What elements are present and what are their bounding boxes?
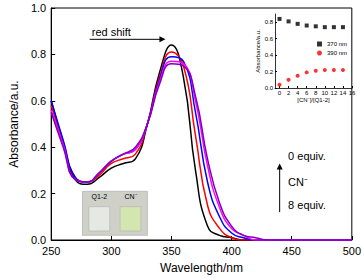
svg-text:0.8: 0.8: [265, 19, 274, 25]
svg-text:450: 450: [283, 245, 301, 257]
svg-text:Q1-2: Q1-2: [92, 193, 108, 201]
svg-text:0: 0: [278, 90, 282, 96]
svg-text:red shift: red shift: [92, 26, 131, 38]
svg-text:0.2: 0.2: [31, 188, 46, 200]
svg-text:2: 2: [287, 90, 291, 96]
svg-text:CN⁻: CN⁻: [288, 176, 308, 188]
svg-text:0.6: 0.6: [31, 95, 46, 107]
svg-text:300: 300: [102, 245, 120, 257]
svg-text:0.2: 0.2: [265, 69, 274, 75]
svg-text:CN⁻: CN⁻: [124, 193, 137, 200]
svg-text:Absorbance/a.u.: Absorbance/a.u.: [7, 80, 21, 167]
svg-text:12: 12: [331, 90, 338, 96]
svg-text:250: 250: [42, 245, 60, 257]
svg-text:16: 16: [349, 90, 356, 96]
svg-text:10: 10: [321, 90, 328, 96]
svg-text:0 equiv.: 0 equiv.: [288, 150, 326, 162]
svg-text:14: 14: [340, 90, 347, 96]
svg-text:390 nm: 390 nm: [327, 50, 347, 56]
svg-text:6: 6: [305, 90, 309, 96]
svg-text:500: 500: [343, 245, 361, 257]
svg-text:350: 350: [162, 245, 180, 257]
svg-text:Absorbance/a.u.: Absorbance/a.u.: [255, 29, 261, 73]
svg-text:0.0: 0.0: [265, 85, 274, 91]
svg-text:8 equiv.: 8 equiv.: [288, 199, 326, 211]
svg-text:0.8: 0.8: [31, 48, 46, 60]
svg-text:400: 400: [222, 245, 240, 257]
svg-text:0.6: 0.6: [265, 36, 274, 42]
svg-text:0.4: 0.4: [265, 52, 274, 58]
svg-text:4: 4: [296, 90, 300, 96]
svg-text:0.4: 0.4: [31, 141, 46, 153]
svg-text:370 nm: 370 nm: [327, 41, 347, 47]
svg-text:8: 8: [314, 90, 318, 96]
svg-text:[CN⁻]/[Q1-2]: [CN⁻]/[Q1-2]: [297, 97, 330, 103]
svg-text:1.0: 1.0: [31, 2, 46, 14]
svg-text:0.0: 0.0: [30, 234, 47, 246]
svg-text:Wavelength/nm: Wavelength/nm: [160, 261, 243, 275]
